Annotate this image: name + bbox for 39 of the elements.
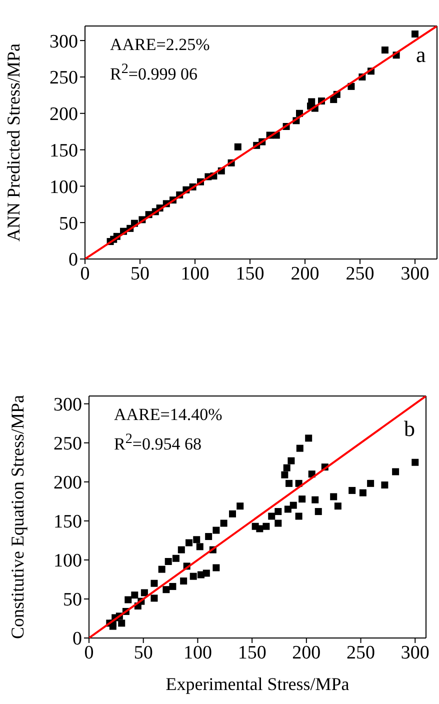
annotation: R$^{2}$=0.954 68 — [114, 431, 202, 454]
y-tick-label: 250 — [50, 68, 78, 89]
y-axis-title: ANN Predicted Stress/MPa — [3, 44, 24, 242]
point — [234, 143, 242, 150]
x-tick-label: 300 — [400, 263, 430, 284]
x-axis-title: Experimental Stress/MPa — [166, 674, 350, 694]
x-tick-label: 250 — [346, 263, 374, 284]
y-tick-label: 0 — [68, 250, 78, 271]
y-tick-label: 250 — [54, 434, 82, 455]
y-tick-label: 200 — [50, 104, 78, 126]
y-tick-label: 50 — [59, 213, 78, 234]
x-tick-label: 150 — [238, 642, 266, 664]
x-tick-label: 200 — [290, 263, 320, 284]
y-tick-label: 300 — [54, 394, 82, 416]
y-tick-label: 150 — [54, 512, 82, 533]
annotation: AARE=2.25% — [110, 35, 210, 54]
y-tick-label: 0 — [72, 628, 82, 650]
point — [381, 46, 388, 54]
point — [412, 30, 418, 38]
y-tick-label: 100 — [54, 550, 82, 572]
y-axis-title: Constitutive Equation Stress/MPa — [7, 394, 28, 640]
y-tick-label: 150 — [50, 140, 78, 162]
x-tick-label: 250 — [346, 642, 376, 664]
y-tick-label: 50 — [63, 590, 82, 611]
x-tick-label: 50 — [130, 263, 150, 284]
x-tick-label: 100 — [180, 263, 210, 284]
x-tick-label: 150 — [236, 263, 264, 284]
annotation: a — [416, 42, 426, 67]
x-tick-label: 100 — [183, 642, 212, 664]
annotation: b — [404, 416, 415, 441]
point — [308, 98, 316, 106]
x-tick-label: 200 — [292, 642, 321, 664]
y-tick-label: 300 — [50, 31, 78, 52]
y-tick-label: 200 — [54, 472, 82, 494]
annotation: AARE=14.40% — [114, 405, 222, 424]
y-tick-label: 100 — [50, 176, 78, 198]
x-tick-label: 50 — [134, 642, 153, 664]
annotation: R$^{2}$=0.999 06 — [110, 61, 198, 84]
x-tick-label: 300 — [400, 642, 430, 664]
